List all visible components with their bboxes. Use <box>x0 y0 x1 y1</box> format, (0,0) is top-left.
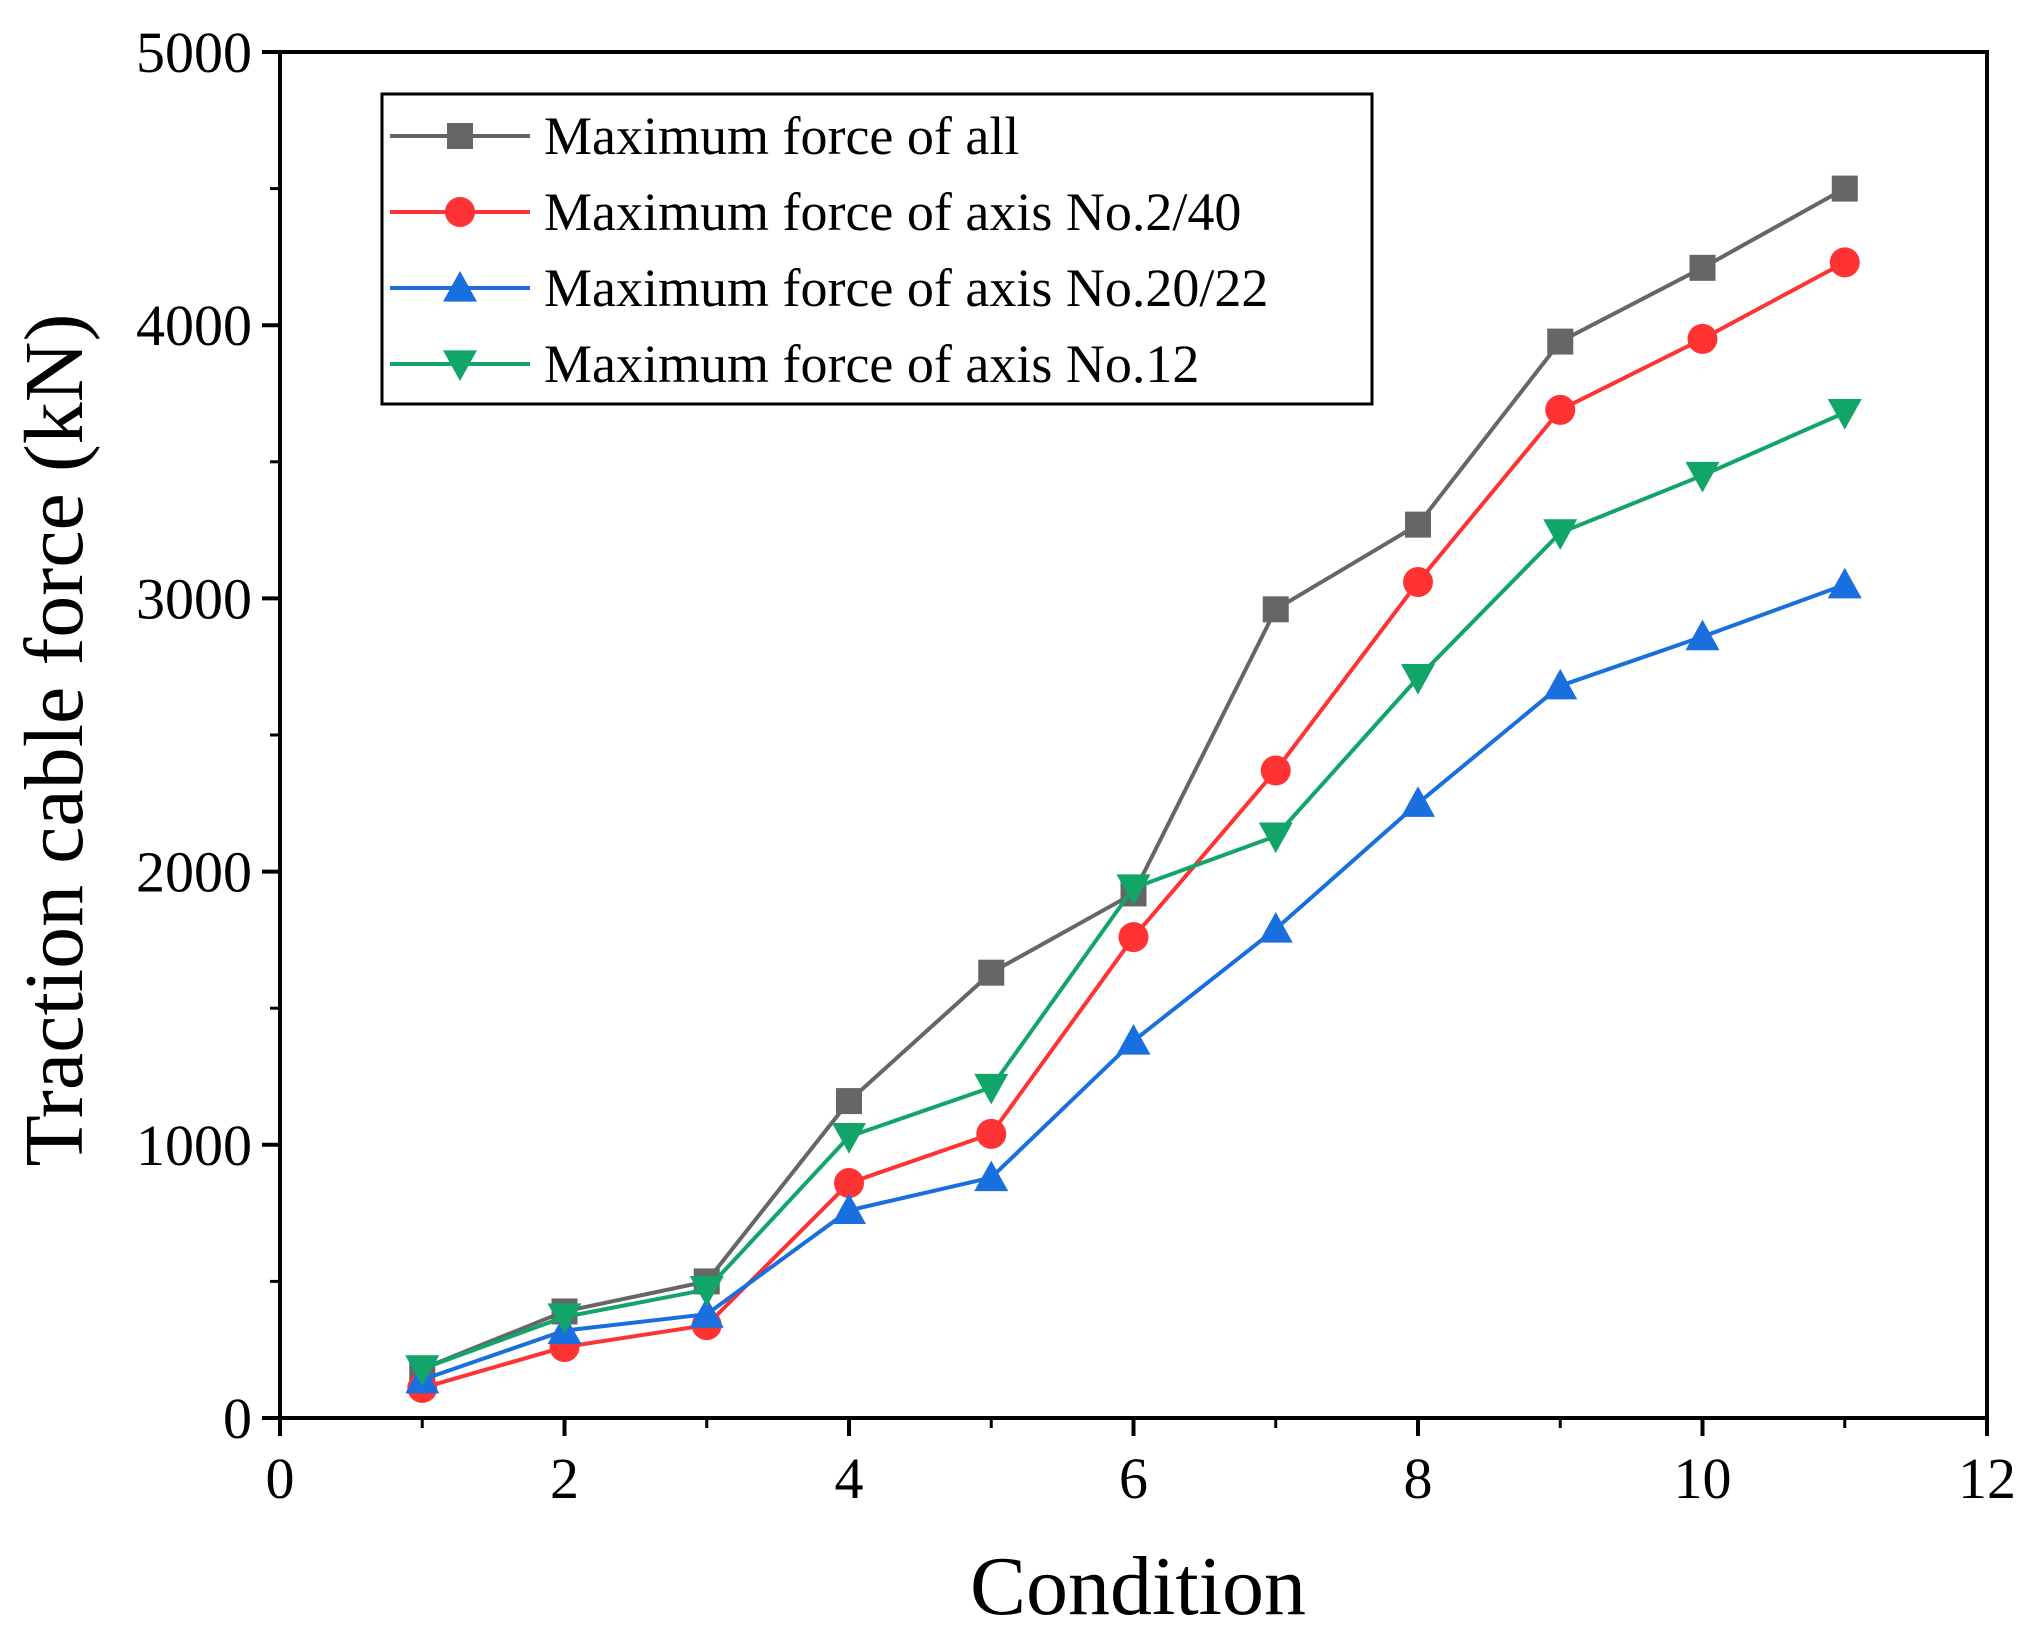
series-2 <box>407 247 1860 1403</box>
data-point <box>1545 394 1576 425</box>
x-tick-label: 8 <box>1404 1446 1433 1511</box>
data-point <box>978 959 1005 986</box>
y-tick-label: 0 <box>223 1386 252 1451</box>
data-point <box>832 1193 866 1224</box>
y-axis-title: Traction cable force (kN) <box>8 314 101 1167</box>
data-point <box>1116 874 1151 905</box>
data-point <box>1829 247 1860 278</box>
data-point <box>1831 175 1858 202</box>
x-tick-label: 12 <box>1958 1446 2016 1511</box>
legend-marker <box>443 350 477 381</box>
data-point <box>1401 664 1435 695</box>
axes: 0 2 4 6 8 10 12 0 1000 2000 3000 4000 5000 <box>136 20 2016 1511</box>
series-4 <box>405 399 1862 1386</box>
series-line <box>421 582 1846 1382</box>
y-tick-label: 1000 <box>136 1113 252 1178</box>
y-tick-label: 3000 <box>136 566 252 631</box>
y-tick-label: 5000 <box>136 20 252 85</box>
legend-item: Maximum force of axis No.12 <box>390 334 1199 394</box>
x-tick-label: 4 <box>835 1446 864 1511</box>
data-point <box>832 1123 866 1154</box>
data-point <box>1689 254 1716 281</box>
data-point <box>1116 1023 1151 1055</box>
legend: Maximum force of all Maximum force of axi… <box>380 92 1374 406</box>
legend-marker <box>443 271 477 302</box>
series-line <box>421 260 1846 1390</box>
data-point <box>1405 511 1431 538</box>
x-tick-label: 10 <box>1674 1446 1732 1511</box>
data-point <box>1403 567 1433 598</box>
legend-marker <box>445 197 475 227</box>
data-point <box>1262 596 1289 623</box>
series-3 <box>405 567 1862 1394</box>
data-point <box>1543 668 1578 700</box>
data-point <box>1258 822 1293 854</box>
legend-box <box>380 92 1374 406</box>
legend-item: Maximum force of axis No.20/22 <box>390 258 1268 318</box>
x-axis-title: Condition <box>970 1540 1306 1633</box>
legend-item: Maximum force of axis No.2/40 <box>390 182 1241 242</box>
data-point <box>836 1088 862 1115</box>
data-point <box>1118 922 1149 953</box>
data-point <box>1827 399 1862 430</box>
data-point <box>1401 786 1435 817</box>
y-tick-label: 2000 <box>136 840 252 905</box>
data-point <box>1685 619 1720 651</box>
data-point <box>976 1118 1007 1149</box>
legend-item: Maximum force of all <box>390 106 1019 166</box>
y-tick-label: 4000 <box>136 293 252 358</box>
legend-marker <box>447 123 473 149</box>
legend-label: Maximum force of axis No.12 <box>544 334 1199 394</box>
legend-label: Maximum force of axis No.2/40 <box>544 182 1241 242</box>
x-tick-label: 0 <box>266 1446 295 1511</box>
data-point <box>547 1303 582 1334</box>
x-tick-label: 6 <box>1119 1446 1148 1511</box>
data-point <box>405 1355 440 1386</box>
legend-label: Maximum force of axis No.20/22 <box>544 258 1268 318</box>
x-tick-label: 2 <box>550 1446 579 1511</box>
data-point <box>689 1297 724 1328</box>
legend-label: Maximum force of all <box>544 106 1019 166</box>
data-point <box>1685 461 1720 493</box>
series-layer <box>405 175 1862 1403</box>
data-point <box>1260 755 1291 786</box>
data-point <box>1687 323 1718 354</box>
data-point <box>1258 911 1293 943</box>
data-point <box>1827 567 1862 599</box>
data-point <box>974 1160 1009 1192</box>
data-point <box>689 1275 724 1307</box>
data-point <box>834 1168 864 1199</box>
data-point <box>1547 328 1574 355</box>
data-point <box>974 1073 1009 1105</box>
data-point <box>1543 519 1578 550</box>
